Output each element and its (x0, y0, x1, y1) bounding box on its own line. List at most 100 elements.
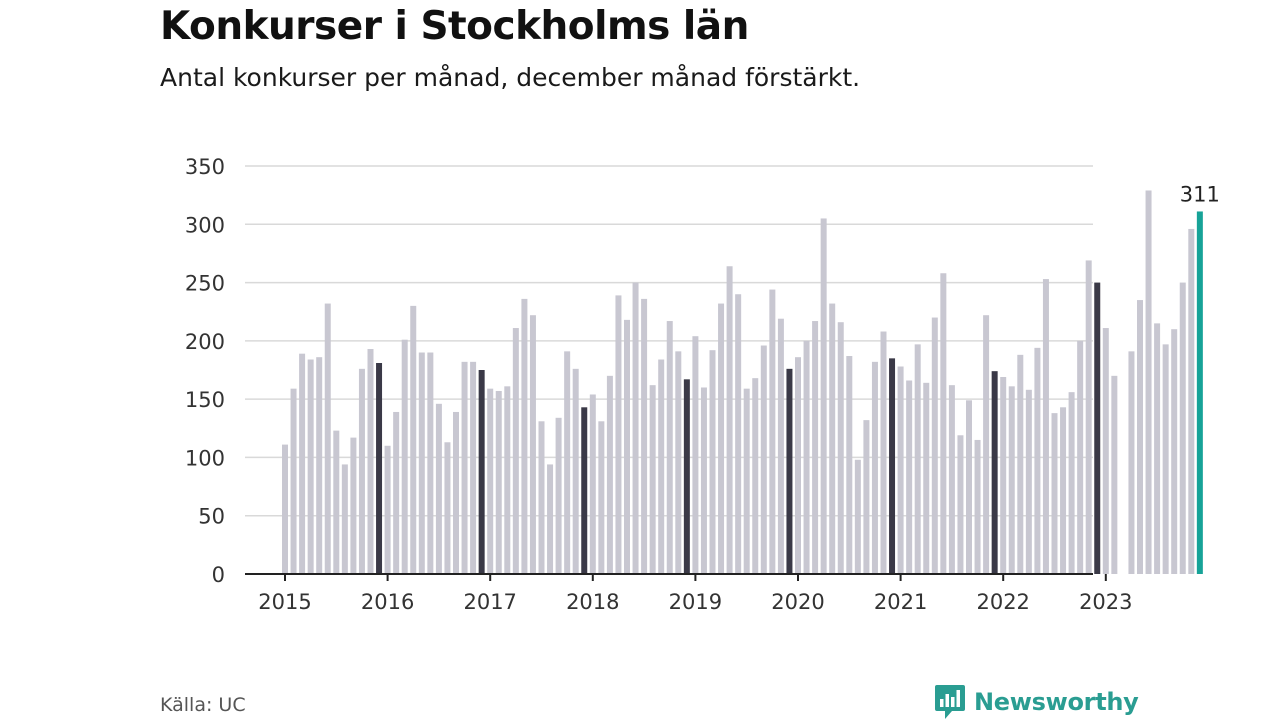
bar (495, 390, 502, 574)
bar (769, 289, 776, 574)
bar (358, 368, 365, 574)
bar (897, 366, 904, 574)
bar (341, 464, 348, 574)
bar (632, 282, 639, 574)
bar (752, 378, 759, 574)
bar (333, 430, 340, 574)
bar (743, 388, 750, 574)
brand-logo[interactable]: Newsworthy (934, 684, 1139, 720)
bar (914, 344, 921, 574)
x-tick-label: 2021 (874, 590, 927, 614)
bar (846, 356, 853, 574)
bar (1008, 386, 1015, 574)
bar (1162, 344, 1169, 574)
x-tick-label: 2022 (976, 590, 1029, 614)
bar (555, 417, 562, 574)
bar (1154, 323, 1161, 574)
bar (948, 385, 955, 574)
newsworthy-logo-icon (935, 685, 965, 719)
bar (1111, 375, 1118, 574)
bar (863, 420, 870, 574)
bar (401, 339, 408, 574)
bar (820, 218, 827, 574)
bar (1085, 260, 1092, 574)
bar (350, 437, 357, 574)
bar (624, 319, 630, 574)
bar (547, 464, 554, 574)
bar (512, 328, 519, 574)
y-tick-label: 0 (212, 563, 225, 587)
bar (290, 388, 297, 574)
bar (470, 361, 477, 574)
bar (367, 349, 374, 574)
x-tick-label: 2020 (771, 590, 824, 614)
chart-subtitle: Antal konkurser per månad, december måna… (160, 63, 861, 92)
bar (760, 345, 767, 574)
x-tick-label: 2019 (669, 590, 722, 614)
bar (641, 298, 648, 574)
bar (666, 321, 673, 574)
bar (726, 266, 733, 574)
bar (598, 421, 605, 574)
bar (461, 361, 468, 574)
data-label: 311 (1180, 182, 1220, 206)
bar (316, 357, 323, 574)
bar (427, 352, 434, 574)
bar (299, 353, 306, 574)
chart-title: Konkurser i Stockholms län (160, 4, 749, 49)
bar (606, 375, 613, 574)
bar (1179, 282, 1186, 574)
bar (615, 295, 622, 574)
bar (931, 317, 938, 574)
bar (529, 315, 536, 574)
bar (795, 357, 801, 574)
bar (393, 411, 400, 574)
bar (307, 359, 314, 574)
bar (1042, 279, 1049, 574)
bar (683, 379, 690, 574)
bar (1051, 413, 1058, 574)
bar (692, 336, 699, 574)
bar (1137, 300, 1143, 574)
brand-name: Newsworthy (974, 688, 1139, 716)
bar (435, 403, 442, 574)
x-tick-label: 2018 (566, 590, 619, 614)
bar (854, 459, 861, 574)
y-tick-label: 200 (185, 330, 225, 354)
bar (1000, 376, 1007, 574)
bar (1094, 282, 1101, 574)
bar (812, 321, 819, 574)
bar (1102, 328, 1109, 574)
bar (1196, 211, 1203, 574)
bar (658, 359, 665, 574)
bar (837, 322, 844, 574)
bar (418, 352, 425, 574)
bar (700, 387, 707, 574)
bar (1077, 340, 1084, 574)
y-tick-label: 300 (185, 213, 225, 237)
x-tick-label: 2015 (258, 590, 311, 614)
bar (572, 368, 579, 574)
y-tick-label: 350 (185, 155, 225, 179)
bar (1068, 392, 1075, 574)
bar (504, 386, 511, 574)
bar (384, 445, 391, 574)
bar (974, 439, 981, 574)
bar (538, 421, 545, 574)
x-tick-label: 2023 (1079, 590, 1132, 614)
bar (487, 388, 494, 574)
bar (1060, 407, 1067, 574)
bar (777, 318, 784, 574)
bar (324, 303, 331, 574)
bar (1145, 190, 1152, 575)
x-tick-label: 2017 (463, 590, 516, 614)
bar (983, 315, 990, 574)
bar (282, 444, 288, 574)
bar (410, 305, 417, 574)
bar (1188, 228, 1195, 574)
bar (940, 273, 947, 574)
bar (709, 350, 716, 574)
bar (675, 351, 682, 574)
y-tick-label: 150 (185, 388, 225, 412)
